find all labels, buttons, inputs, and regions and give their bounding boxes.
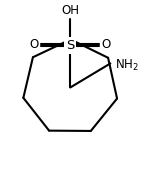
Text: OH: OH <box>61 4 79 17</box>
Text: S: S <box>66 39 74 52</box>
Text: O: O <box>102 38 111 51</box>
Text: O: O <box>30 38 39 51</box>
Text: NH$_2$: NH$_2$ <box>115 57 139 73</box>
